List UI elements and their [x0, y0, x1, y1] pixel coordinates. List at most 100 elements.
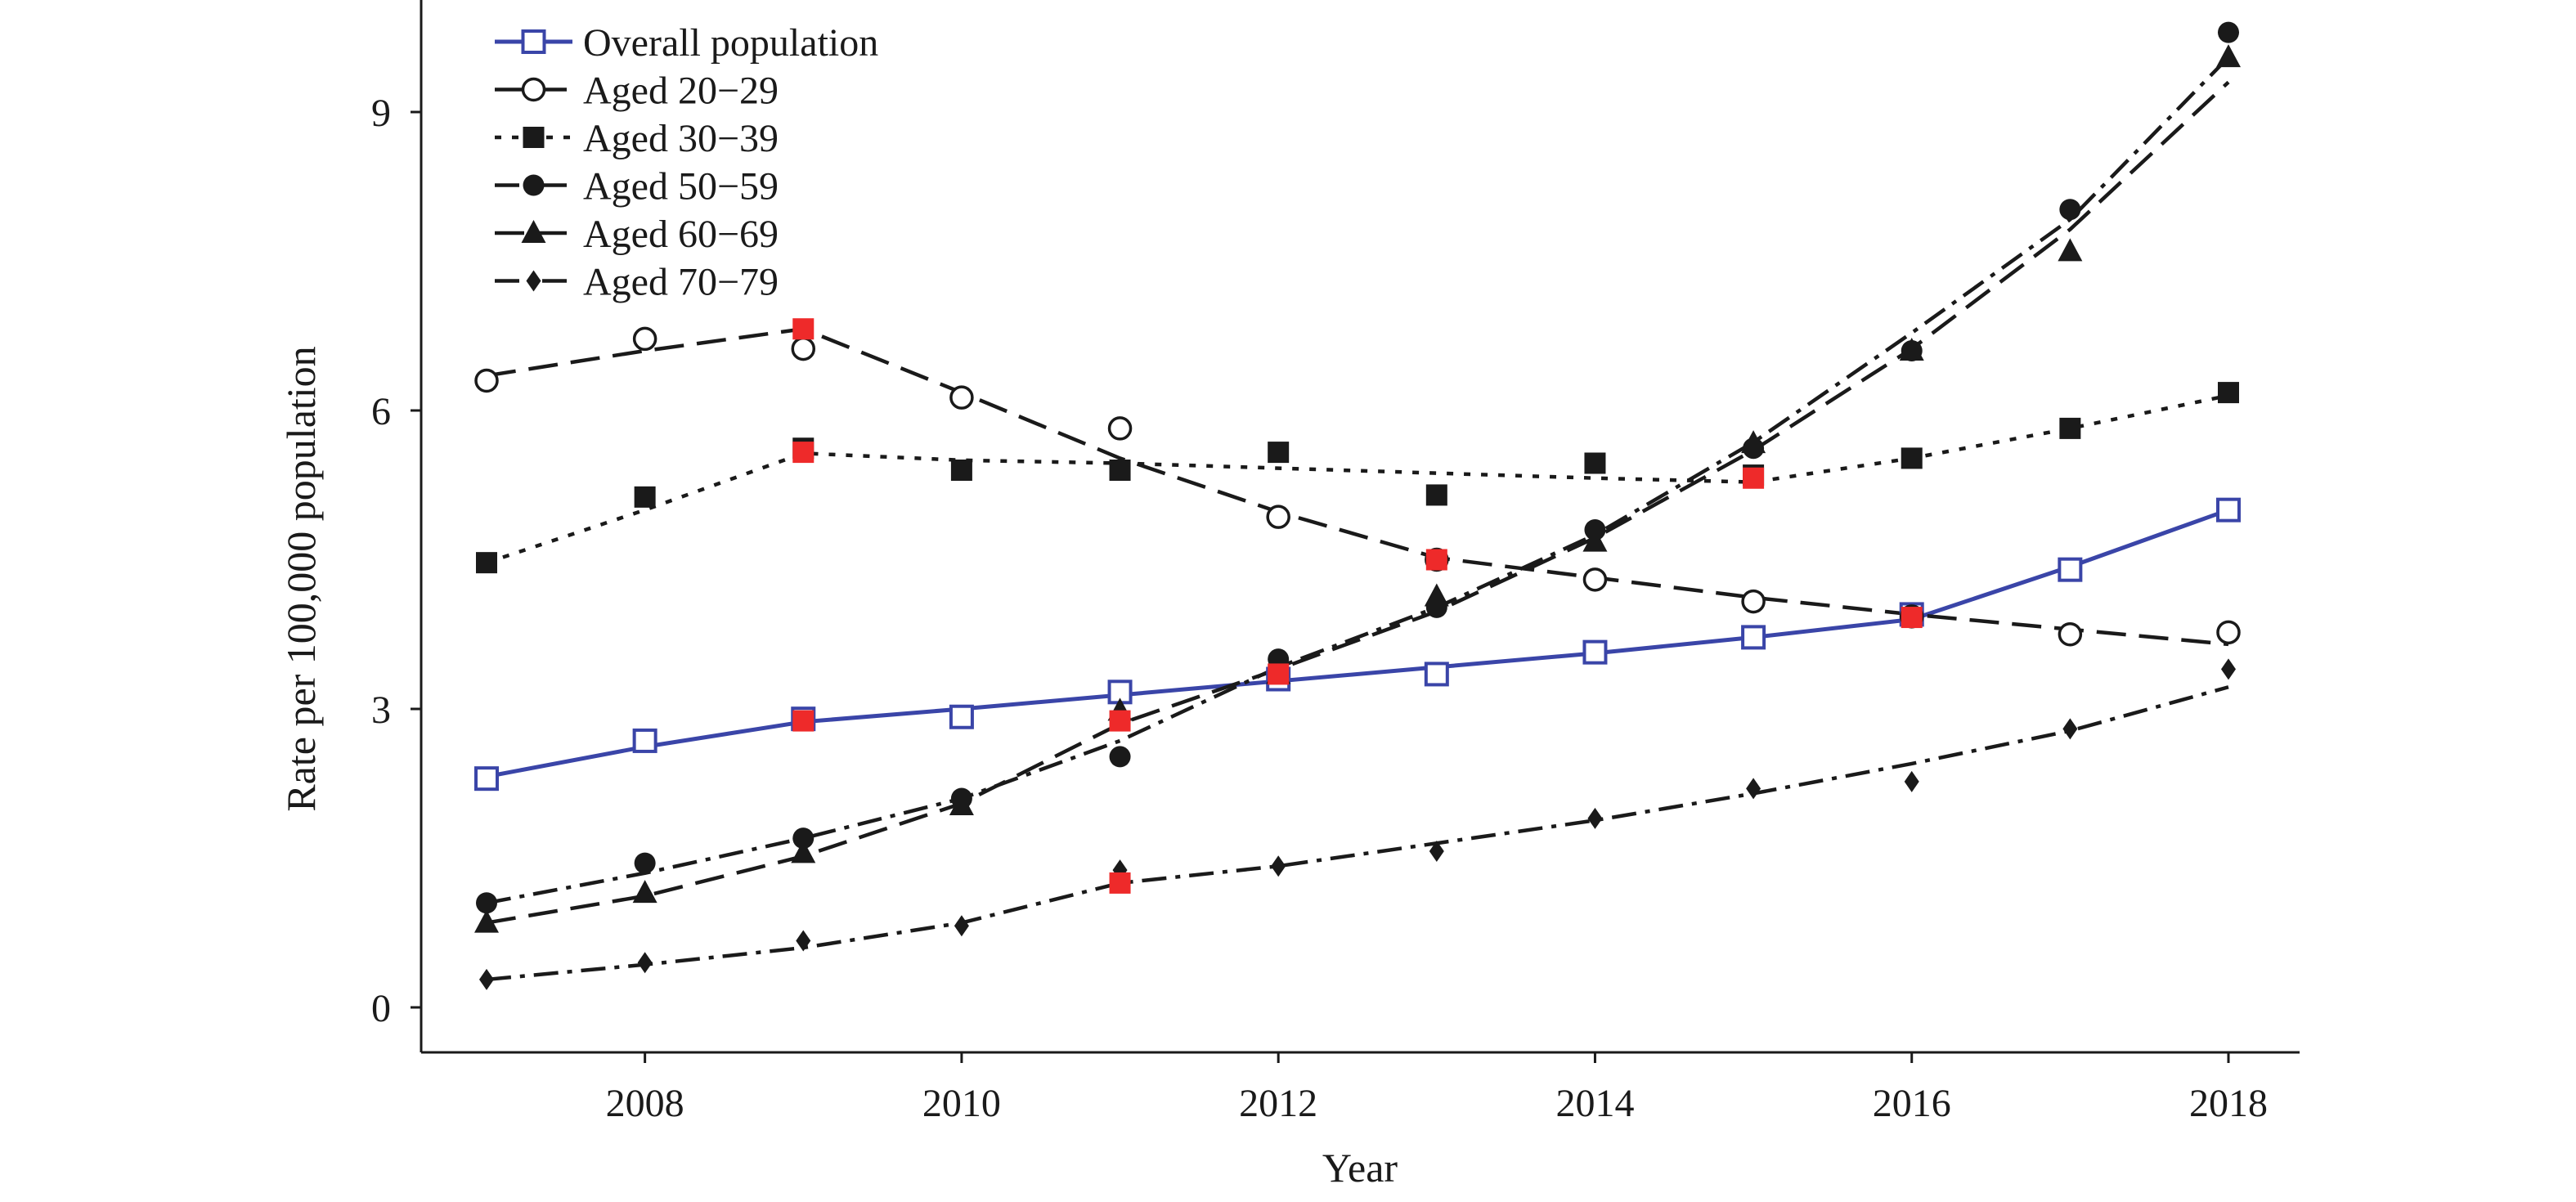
data-point [1424, 662, 1449, 687]
x-axis-label: Year [1322, 1145, 1398, 1191]
legend-label: Aged 20−29 [583, 70, 779, 113]
data-point [1746, 778, 1761, 800]
data-point [949, 704, 974, 729]
y-tick-label: 3 [371, 688, 391, 732]
axis-ticks: 2008 2010 2012 2014 2016 2018 0 3 6 9 [371, 92, 2268, 1125]
data-point [1266, 505, 1290, 529]
legend-marker [521, 77, 546, 102]
data-point [2216, 44, 2241, 68]
x-tick-label: 2018 [2189, 1082, 2268, 1125]
data-point [1582, 528, 1608, 552]
highlight-point [792, 710, 815, 732]
data-point [1582, 567, 1608, 592]
data-point [2218, 382, 2239, 404]
series-markers [474, 21, 2241, 990]
y-tick-label: 0 [371, 987, 391, 1030]
data-point [1425, 484, 1447, 506]
legend-marker [523, 174, 545, 196]
data-point [637, 952, 653, 974]
highlight-point [1901, 607, 1923, 629]
data-point [1429, 840, 1444, 862]
data-point [2058, 622, 2083, 647]
data-point [791, 336, 816, 361]
y-tick-label: 6 [371, 390, 391, 433]
data-point [949, 385, 974, 410]
legend-label: Aged 30−39 [583, 117, 779, 160]
data-point [2221, 658, 2236, 680]
data-point [1582, 639, 1608, 665]
axes [420, 0, 2300, 1054]
series-line-1 [486, 326, 2229, 647]
highlight-point [1109, 710, 1131, 732]
data-point [479, 968, 494, 990]
data-point [2058, 238, 2083, 262]
y-axis-label: Rate per 100,000 population [278, 346, 324, 811]
data-point [474, 368, 499, 393]
data-point [632, 880, 657, 904]
legend-label: Overall population [583, 21, 878, 65]
data-point [2059, 417, 2081, 439]
legend-label: Aged 60−69 [583, 213, 779, 256]
data-point [474, 909, 499, 933]
data-point [476, 552, 497, 574]
data-point [1741, 625, 1766, 650]
data-point [2062, 718, 2078, 740]
data-point [949, 792, 974, 816]
series-lines [486, 56, 2230, 982]
data-point [474, 766, 499, 792]
data-point [634, 852, 656, 874]
data-point [2059, 199, 2081, 221]
highlight-markers [792, 318, 1923, 894]
x-tick-label: 2016 [1873, 1082, 1951, 1125]
legend-marker [526, 270, 541, 292]
highlight-point [792, 442, 815, 464]
x-tick-label: 2012 [1239, 1082, 1317, 1125]
data-point [1904, 770, 1919, 792]
highlight-point [1425, 549, 1447, 571]
data-point [1109, 746, 1131, 768]
legend-label: Aged 70−79 [583, 261, 779, 304]
data-point [1901, 447, 1923, 469]
data-point [2216, 620, 2241, 645]
data-point [796, 930, 811, 952]
data-point [1584, 452, 1606, 474]
highlight-point [1268, 663, 1290, 685]
data-point [1741, 589, 1766, 614]
highlight-point [1109, 872, 1131, 894]
data-point [1109, 460, 1131, 481]
data-point [792, 827, 815, 850]
data-point [634, 486, 656, 508]
data-point [1271, 855, 1286, 877]
x-tick-label: 2008 [606, 1082, 684, 1125]
data-point [2216, 497, 2241, 523]
legend-marker [523, 127, 545, 148]
data-point [632, 326, 657, 352]
series-line-0 [486, 508, 2229, 779]
series-line-4 [486, 80, 2230, 925]
series-line-2 [486, 393, 2229, 565]
data-point [954, 915, 969, 937]
legend-label: Aged 50−59 [583, 165, 779, 209]
series-line-3 [486, 56, 2230, 905]
data-point [791, 840, 816, 863]
series-line-5 [486, 685, 2229, 982]
legend-marker [521, 220, 546, 243]
data-point [1268, 442, 1290, 464]
x-tick-label: 2014 [1555, 1082, 1634, 1125]
data-point [2218, 21, 2239, 43]
data-point [1899, 338, 1924, 361]
data-point [1587, 807, 1603, 829]
data-point [476, 892, 497, 914]
y-tick-label: 9 [371, 92, 391, 135]
data-point [632, 728, 657, 753]
data-point [1424, 583, 1449, 607]
data-point [1741, 430, 1766, 454]
x-tick-label: 2010 [922, 1082, 1001, 1125]
data-point [950, 460, 972, 481]
highlight-point [1743, 467, 1765, 489]
highlight-point [792, 318, 815, 340]
legend-marker [521, 29, 546, 54]
